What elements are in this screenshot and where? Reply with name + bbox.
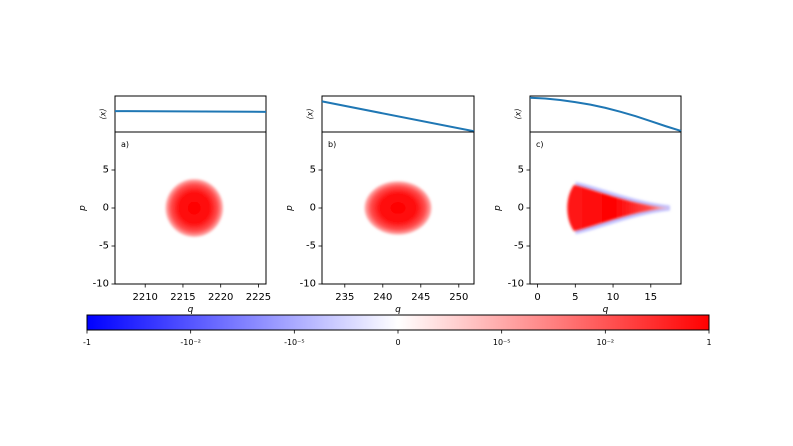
y-tick-label: 0 bbox=[310, 203, 316, 214]
panel-a: ⟨x⟩ a) 2210 2215 2220 2225 -10 -5 0 5 q p bbox=[78, 95, 271, 315]
x-tick-label: 235 bbox=[335, 292, 354, 303]
colorbar-tick-label: 10⁻⁵ bbox=[493, 338, 511, 347]
expectation-ylabel-a: ⟨x⟩ bbox=[99, 109, 108, 120]
y-tick-label: 5 bbox=[518, 165, 524, 176]
x-tick-label: 0 bbox=[534, 292, 540, 303]
x-tick-label: 250 bbox=[449, 292, 468, 303]
expectation-line-c bbox=[529, 96, 682, 132]
x-tick-label: 15 bbox=[644, 292, 657, 303]
y-axis-label-b: p bbox=[285, 205, 295, 212]
colorbar-tick-label: 10⁻² bbox=[597, 338, 615, 347]
colorbar-tick-label: -10⁻² bbox=[180, 338, 201, 347]
expectation-axes-c bbox=[529, 95, 682, 133]
x-tick-label: 2220 bbox=[208, 292, 233, 303]
expectation-line-a bbox=[114, 110, 267, 113]
y-tick-label: -10 bbox=[508, 279, 524, 290]
x-tick-label: 2215 bbox=[170, 292, 195, 303]
x-tick-label: 2210 bbox=[132, 292, 157, 303]
x-tick-label: 245 bbox=[411, 292, 430, 303]
y-tick-label: -5 bbox=[99, 241, 109, 252]
panel-label-b: b) bbox=[328, 140, 336, 149]
x-tick-label: 240 bbox=[373, 292, 392, 303]
x-tick-label: 2225 bbox=[246, 292, 271, 303]
panel-label-c: c) bbox=[536, 140, 544, 149]
y-tick-label: 0 bbox=[518, 203, 524, 214]
colorbar-gradient bbox=[86, 314, 710, 331]
wigner-wedge-c bbox=[567, 184, 670, 232]
wedge-negative-fringe bbox=[575, 181, 670, 235]
y-tick-label: -5 bbox=[306, 241, 316, 252]
panel-b: ⟨x⟩ b) 235 240 245 250 -10 -5 0 5 q p bbox=[285, 95, 475, 315]
expectation-ylabel-c: ⟨x⟩ bbox=[514, 109, 523, 120]
colorbar-tick-label: 0 bbox=[395, 338, 400, 347]
colorbar-tick-label: -10⁻⁵ bbox=[284, 338, 305, 347]
colorbar-tick-label: 1 bbox=[706, 338, 711, 347]
x-tick-label: 10 bbox=[607, 292, 620, 303]
y-tick-label: -5 bbox=[514, 241, 524, 252]
x-tick-label: 5 bbox=[572, 292, 578, 303]
panel-label-a: a) bbox=[121, 140, 129, 149]
y-axis-label-c: p bbox=[493, 205, 503, 212]
colorbar-tick-label: -1 bbox=[83, 338, 91, 347]
expectation-ylabel-b: ⟨x⟩ bbox=[306, 109, 315, 120]
expectation-axes-a bbox=[114, 95, 267, 133]
colorbar: -1 -10⁻² -10⁻⁵ 0 10⁻⁵ 10⁻² 1 bbox=[83, 314, 712, 347]
expectation-line-b bbox=[321, 100, 475, 133]
x-axis-label-b: q bbox=[395, 305, 401, 315]
y-tick-label: 5 bbox=[310, 165, 316, 176]
wigner-blob-a bbox=[165, 179, 223, 237]
wigner-blob-b bbox=[364, 181, 432, 235]
x-axis-label-a: q bbox=[188, 305, 194, 315]
x-axis-label-c: q bbox=[603, 305, 609, 315]
y-axis-label-a: p bbox=[78, 205, 88, 212]
y-tick-label: -10 bbox=[93, 279, 109, 290]
y-tick-label: 5 bbox=[103, 165, 109, 176]
y-tick-label: -10 bbox=[300, 279, 316, 290]
y-tick-label: 0 bbox=[103, 203, 109, 214]
panel-c: ⟨x⟩ c) 0 5 10 15 -10 -5 0 5 q p bbox=[493, 95, 682, 315]
